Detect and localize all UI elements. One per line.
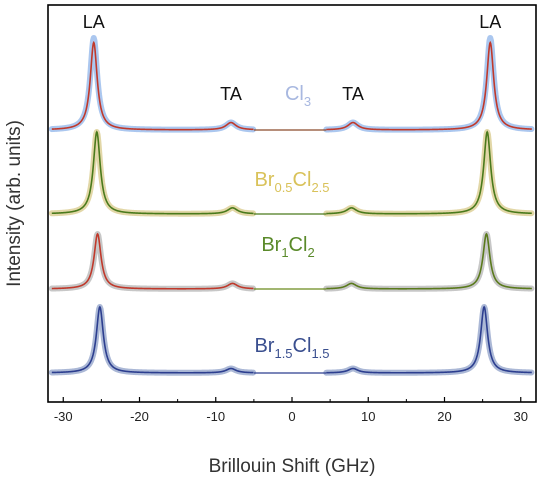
series-label: Br1Cl2 [261,234,314,260]
series-0 [48,34,535,133]
x-tick-label: -10 [206,409,225,424]
peak-label-ta: TA [342,84,364,104]
series-traces [48,34,535,376]
peak-label-la: LA [83,12,105,32]
data-points-right [323,230,535,292]
x-tick-label: 30 [514,409,528,424]
series-1 [48,128,535,217]
series-label: Br1.5Cl1.5 [254,335,329,361]
series-3 [48,303,535,376]
series-2 [48,230,535,292]
data-points-right [323,128,535,217]
x-tick-label: 10 [361,409,375,424]
x-tick-label: 0 [288,409,295,424]
fit-line-right [326,232,532,290]
data-points-left [48,303,257,376]
series-label: Br0.5Cl2.5 [254,169,329,195]
x-tick-label: -20 [130,409,149,424]
peak-label-la: LA [479,12,501,32]
fit-line-right [326,40,532,131]
fit-line-left [51,130,254,215]
x-axis-ticks: -30 -20 -10 0 10 20 30 [54,397,528,424]
fit-line-left [51,40,254,131]
x-axis-title: Brillouin Shift (GHz) [209,456,376,477]
fit-line-right [326,305,532,374]
x-tick-label: -30 [54,409,73,424]
data-points-right [323,303,535,376]
x-tick-label: 20 [437,409,451,424]
peak-label-ta: TA [220,84,242,104]
series-label: Cl3 [285,83,311,109]
fit-line-left [51,305,254,374]
series-labels: Cl3 Br0.5Cl2.5 Br1Cl2 Br1.5Cl1.5 [254,83,329,361]
data-points-left [48,128,257,217]
fit-line-right [326,130,532,215]
y-axis-title: Intensity (arb. units) [4,120,25,287]
data-points-left [48,230,257,292]
peak-annotations: LA TA TA LA [83,12,502,104]
fit-line-left [51,232,254,290]
